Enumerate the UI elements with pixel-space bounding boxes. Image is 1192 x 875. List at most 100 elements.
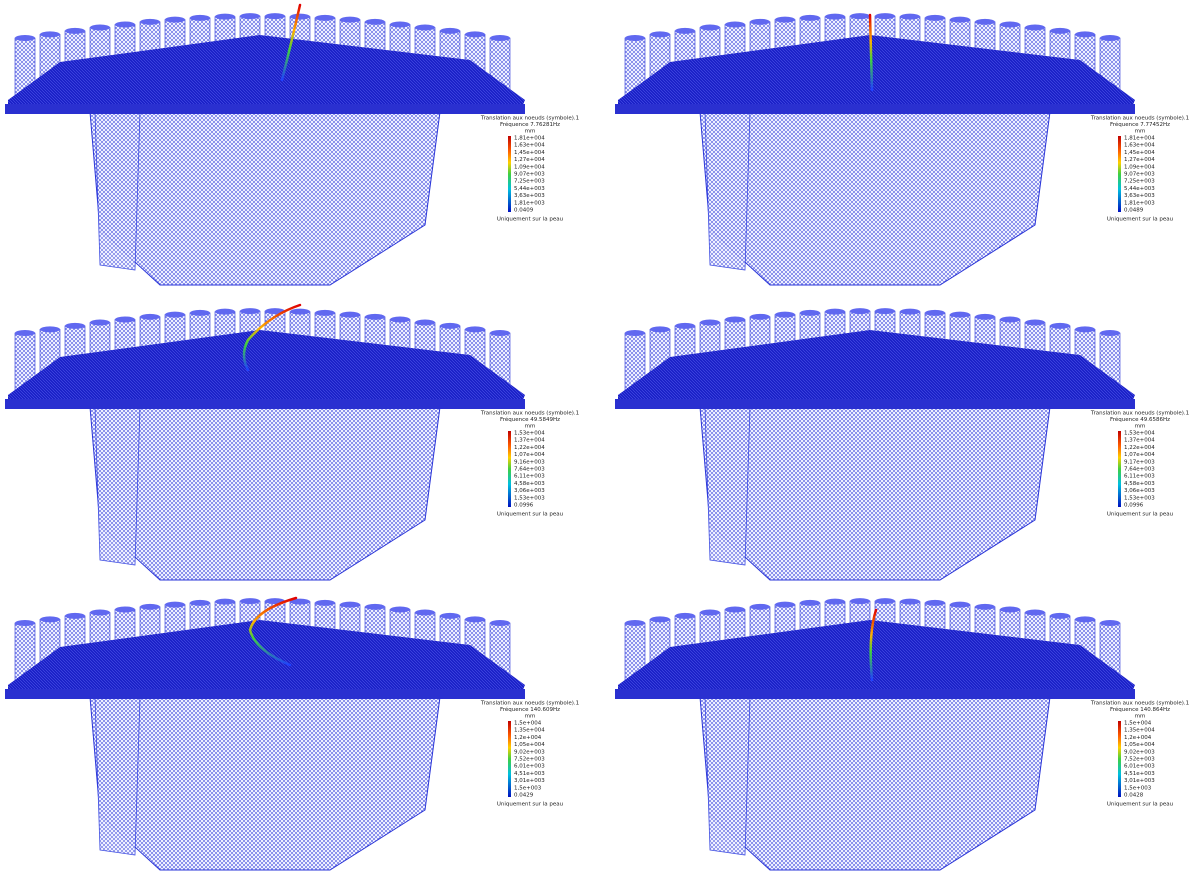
cylinder-top: [365, 314, 385, 320]
legend-value: 1,37e+004: [1124, 438, 1155, 444]
cylinder-top: [1050, 28, 1070, 34]
cylinder-top: [290, 309, 310, 315]
panel: Translation aux noeuds (symbole).1Fréque…: [615, 598, 1189, 870]
legend-value: 9,02e+003: [1124, 749, 1155, 755]
legend-value: 1,53e+004: [1124, 431, 1155, 437]
legend-frequency: Fréquence 49.5849Hz: [500, 416, 560, 423]
cylinder-top: [140, 314, 160, 320]
cylinder-top: [875, 308, 895, 314]
cylinder-top: [190, 15, 210, 21]
cylinder-top: [440, 28, 460, 34]
legend-value: 1,63e+004: [1124, 143, 1155, 149]
legend-value: 1,2e+004: [514, 735, 542, 741]
legend-value: 9,02e+003: [514, 749, 545, 755]
legend-value: 1,81e+004: [514, 136, 545, 142]
legend-value: 1,63e+004: [514, 143, 545, 149]
legend-title: Translation aux noeuds (symbole).1: [480, 701, 579, 707]
legend-value: 9,07e+003: [514, 172, 545, 178]
cylinder-top: [725, 21, 745, 27]
cylinder-top: [340, 602, 360, 608]
legend-value: 1,35e+004: [1124, 728, 1155, 734]
legend-title: Translation aux noeuds (symbole).1: [1090, 116, 1189, 122]
color-bar: [1118, 431, 1121, 507]
cylinder-top: [90, 610, 110, 616]
legend-value: 1,09e+004: [1124, 164, 1155, 170]
cylinder-top: [1100, 35, 1120, 41]
legend-unit: mm: [525, 424, 536, 430]
legend-value: 6,11e+003: [514, 474, 545, 480]
cylinder-top: [240, 13, 260, 19]
cylinder-top: [190, 310, 210, 316]
cylinder-top: [825, 309, 845, 315]
cylinder-top: [15, 330, 35, 336]
legend-value: 1,07e+004: [514, 452, 545, 458]
cylinder-top: [1100, 620, 1120, 626]
mesh-body: [90, 112, 440, 285]
cylinder-top: [490, 620, 510, 626]
legend-value: 7,25e+003: [514, 179, 545, 185]
legend-value: 0,0996: [1124, 503, 1144, 509]
cylinder-top: [40, 616, 60, 622]
legend-value: 1,81e+003: [1124, 200, 1155, 206]
color-bar: [1118, 721, 1121, 797]
legend-value: 6,11e+003: [1124, 474, 1155, 480]
legend-frequency: Fréquence 7.76281Hz: [500, 121, 560, 128]
cylinder-top: [675, 28, 695, 34]
cylinder-top: [65, 28, 85, 34]
legend-value: 1,37e+004: [514, 438, 545, 444]
legend-value: 6,01e+003: [514, 764, 545, 770]
cylinder-top: [925, 15, 945, 21]
legend-value: 1,22e+004: [1124, 445, 1155, 451]
cylinder-top: [875, 13, 895, 19]
cylinder-top: [1075, 31, 1095, 37]
cylinder-top: [1025, 320, 1045, 326]
cylinder-top: [675, 323, 695, 329]
panel: Translation aux noeuds (symbole).1Fréque…: [5, 5, 579, 285]
legend-frequency: Fréquence 7.77452Hz: [1110, 121, 1170, 128]
color-bar: [508, 136, 511, 212]
cylinder-top: [190, 600, 210, 606]
cylinder-top: [440, 323, 460, 329]
legend-value: 0.0409: [514, 208, 534, 214]
legend-value: 5,44e+003: [1124, 186, 1155, 192]
mesh-side: [95, 112, 140, 270]
legend-value: 4,58e+003: [1124, 481, 1155, 487]
legend-value: 7,64e+003: [1124, 467, 1155, 473]
legend-value: 9,16e+003: [514, 459, 545, 465]
mesh-side: [705, 697, 750, 855]
legend-value: 9,17e+003: [1124, 459, 1155, 465]
cylinder-top: [775, 602, 795, 608]
cylinder-top: [700, 610, 720, 616]
color-bar: [1118, 136, 1121, 212]
cylinder-top: [115, 606, 135, 612]
legend-value: 0.0428: [1124, 793, 1144, 799]
cylinder-top: [440, 613, 460, 619]
legend-footer: Uniquement sur la peau: [497, 217, 563, 223]
cylinder-top: [825, 14, 845, 20]
cylinder-top: [900, 14, 920, 20]
legend-value: 5,44e+003: [514, 186, 545, 192]
legend-value: 4,51e+003: [1124, 771, 1155, 777]
cylinder-top: [215, 14, 235, 20]
legend-value: 1,22e+004: [514, 445, 545, 451]
cylinder-top: [800, 310, 820, 316]
cylinder-top: [65, 613, 85, 619]
cylinder-top: [650, 616, 670, 622]
color-bar: [508, 721, 511, 797]
cylinder-top: [975, 314, 995, 320]
cylinder-top: [925, 310, 945, 316]
cylinder-top: [90, 25, 110, 31]
cylinder-top: [850, 308, 870, 314]
cylinder-top: [1075, 616, 1095, 622]
cylinder-top: [415, 320, 435, 326]
legend-value: 1,27e+004: [514, 157, 545, 163]
legend-frequency: Fréquence 140.864Hz: [1110, 706, 1170, 713]
legend-value: 1,81e+003: [514, 200, 545, 206]
cylinder-top: [750, 314, 770, 320]
cylinder-top: [1025, 610, 1045, 616]
legend-value: 4,58e+003: [514, 481, 545, 487]
cylinder-top: [340, 312, 360, 318]
cylinder-top: [315, 15, 335, 21]
cylinder-top: [90, 320, 110, 326]
cylinder-top: [850, 13, 870, 19]
